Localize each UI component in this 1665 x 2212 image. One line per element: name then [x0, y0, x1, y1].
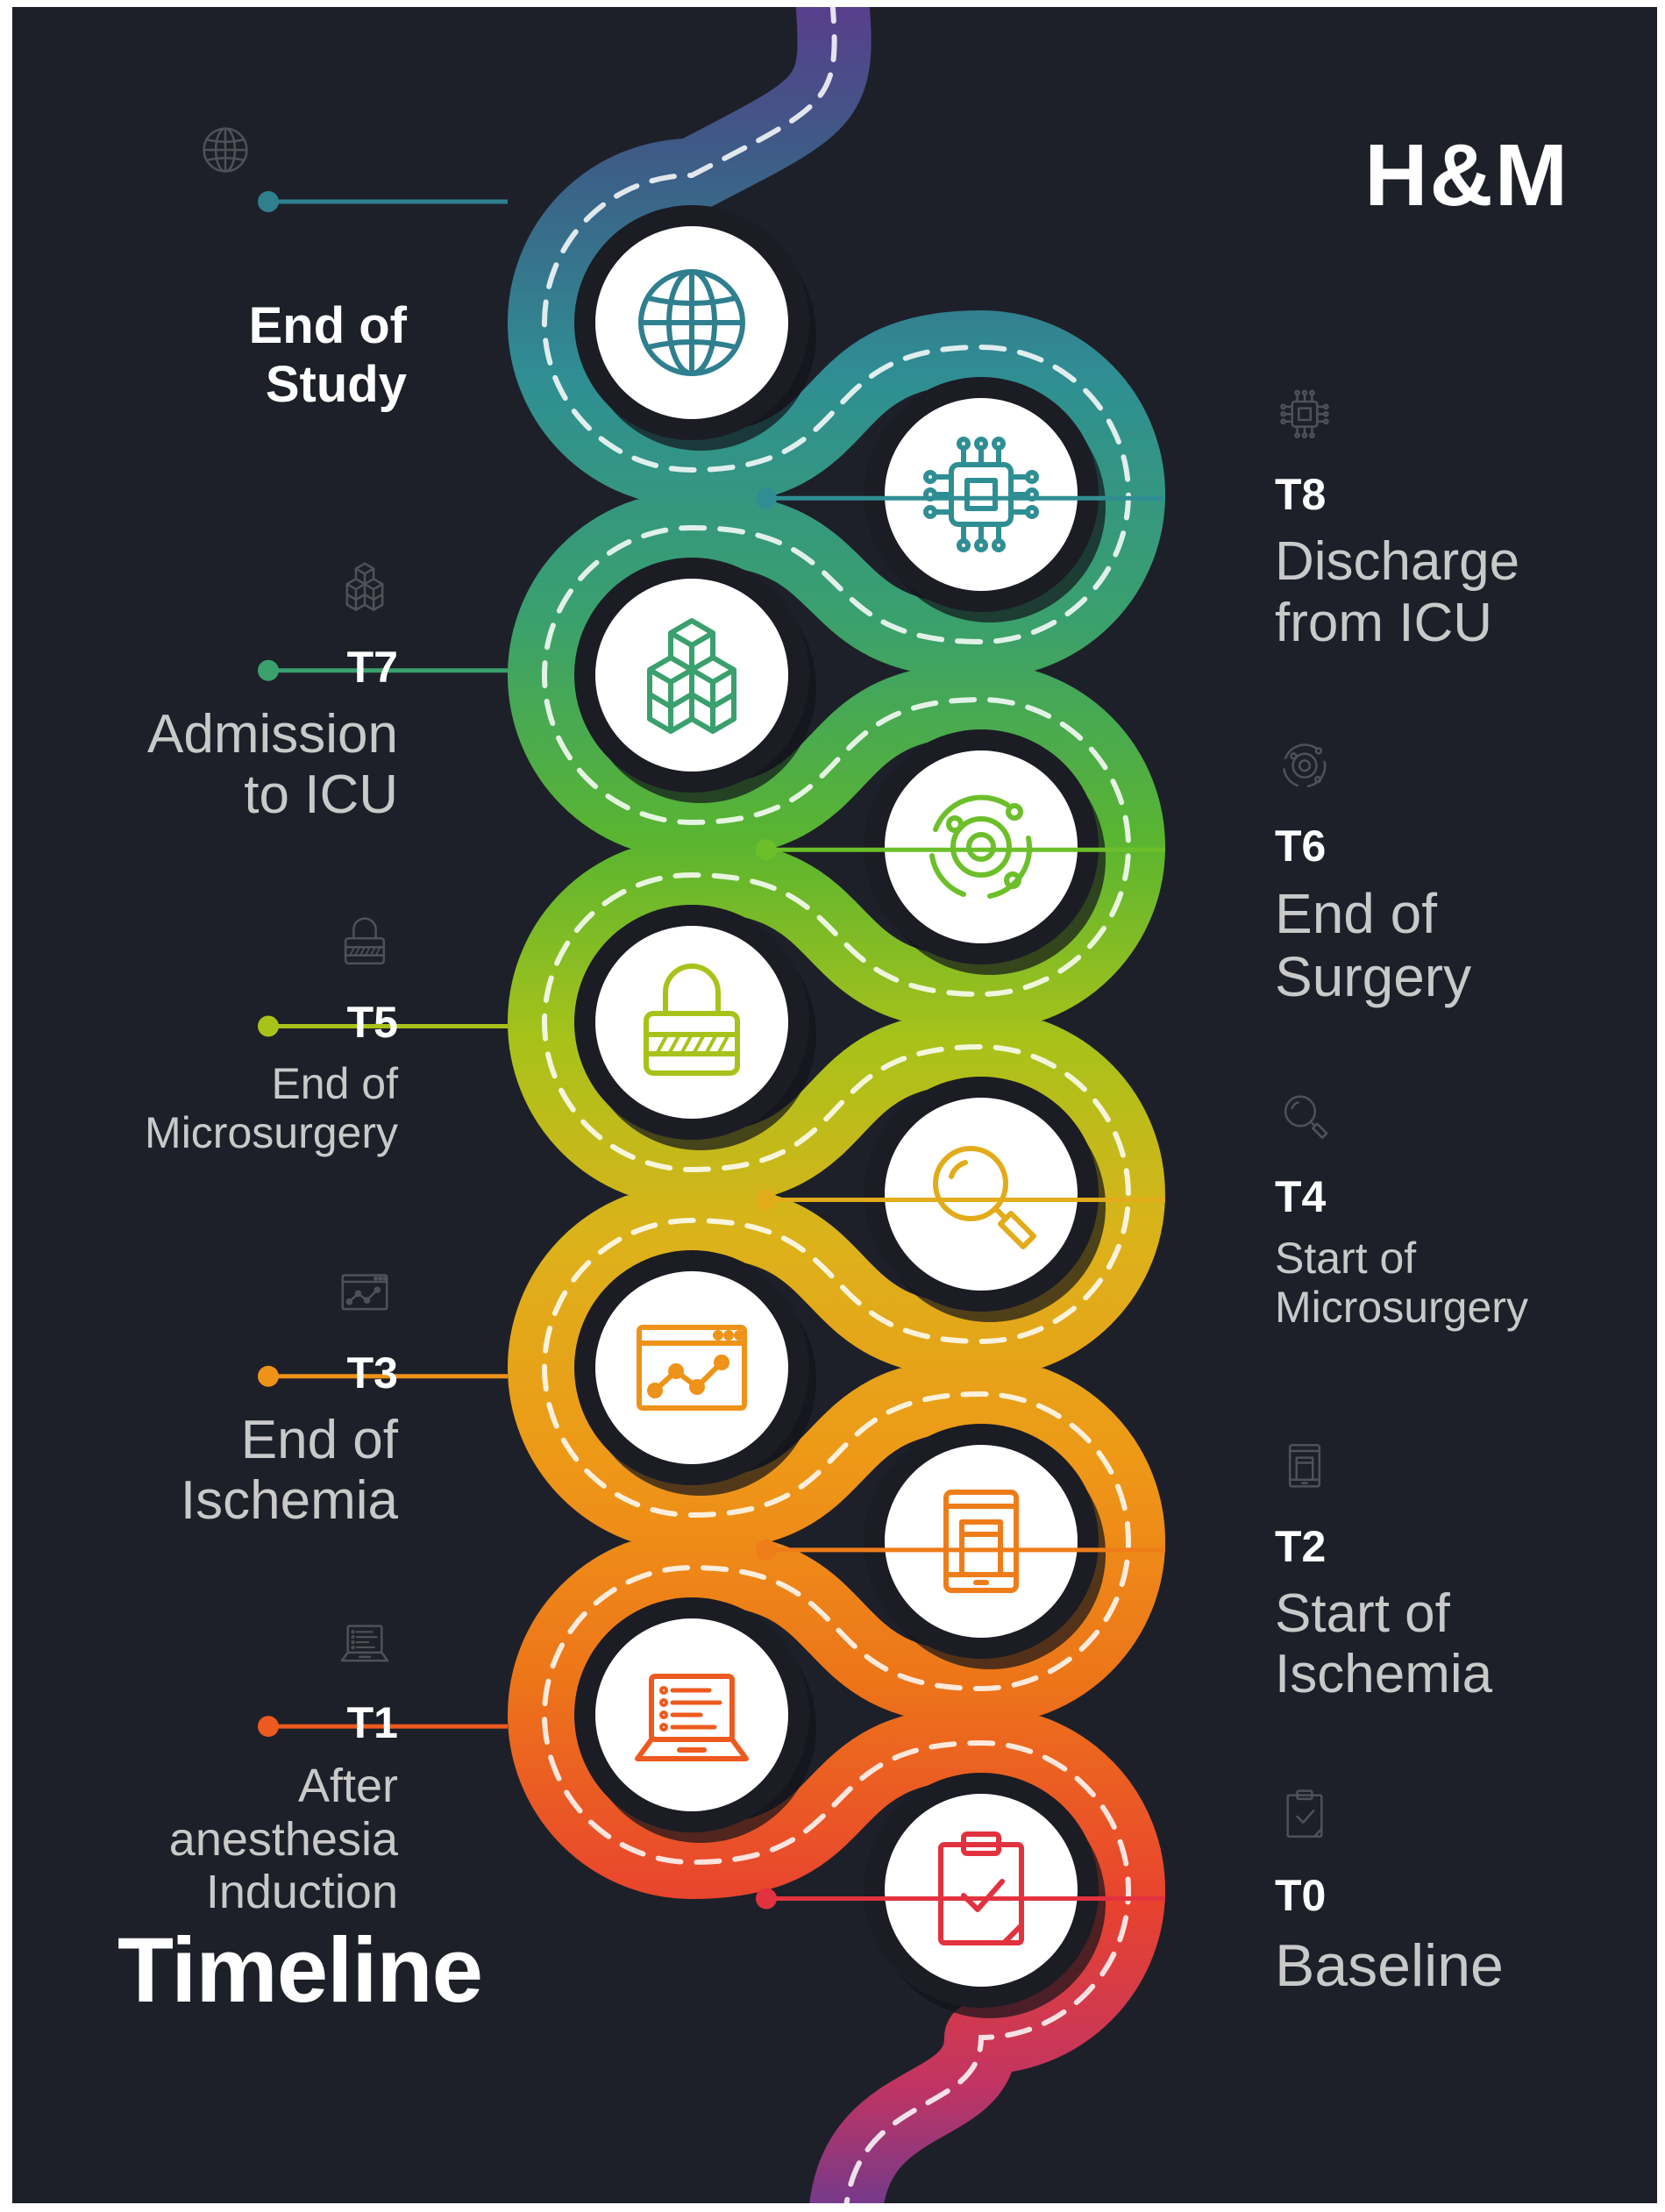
clipboard-icon [938, 1831, 1024, 1945]
orbit-icon [929, 794, 1033, 899]
ghost-orbit-icon [1283, 743, 1327, 787]
milestone-code: T0 [1275, 1870, 1327, 1920]
tablet-icon [943, 1490, 1019, 1593]
ghost-cubes-icon [345, 562, 384, 611]
ghost-laptop-icon [340, 1625, 389, 1662]
milestone-t4-dot [756, 1189, 777, 1211]
ghost-clipboard-icon [1286, 1789, 1323, 1838]
laptop-icon [635, 1674, 749, 1761]
milestone-t0: T0 Baseline [1275, 1871, 1626, 1999]
milestone-t1-dot [258, 1716, 279, 1738]
milestone-description: Start of Ischemia [1275, 1583, 1493, 1705]
milestone-t3: T3 End of Ischemia [65, 1348, 398, 1532]
milestone-t8-dot [756, 487, 777, 509]
road-dashes [542, 7, 1131, 2203]
ghost-magnifier-icon [1284, 1095, 1328, 1139]
milestone-code: T5 [346, 998, 398, 1048]
milestone-description: End of Microsurgery [145, 1059, 398, 1158]
milestone-code: T6 [1275, 821, 1327, 871]
ghost-globe-icon [203, 127, 248, 173]
milestone-t7-dot [258, 659, 279, 681]
milestone-t2: T2 Start of Ischemia [1275, 1522, 1626, 1705]
milestone-code: T7 [346, 642, 398, 692]
globe-icon [638, 269, 745, 376]
milestone-description: End of Ischemia [180, 1409, 398, 1532]
clipboard-node [885, 1794, 1078, 1987]
ghost-tablet-icon [1288, 1444, 1321, 1488]
milestone-t8: T8 Discharge from ICU [1275, 470, 1626, 653]
cubes-icon [647, 618, 736, 734]
milestone-t5-dot [258, 1015, 279, 1037]
ghost-lock-icon [344, 917, 386, 965]
milestone-code: T1 [346, 1698, 398, 1748]
milestone-description: Admission to ICU [147, 703, 398, 826]
timeline-road [203, 7, 1329, 2203]
milestone-t3-dot [258, 1365, 279, 1387]
milestone-description: End of Surgery [1275, 882, 1472, 1008]
chart-window-node [595, 1271, 788, 1464]
milestone-code: T3 [346, 1348, 398, 1398]
milestone-description: After anesthesia Induction [168, 1760, 398, 1919]
cpu-chip-node [885, 398, 1078, 591]
milestone-description: Start of Microsurgery [1275, 1233, 1528, 1332]
milestone-code: T8 [1275, 470, 1327, 520]
milestone-description: Discharge from ICU [1275, 531, 1520, 653]
timeline-title: Timeline [117, 1919, 483, 2022]
milestone-t4: T4 Start of Microsurgery [1275, 1172, 1626, 1332]
cpu-chip-icon [923, 437, 1039, 552]
magnifier-icon [933, 1146, 1036, 1249]
milestone-t2-dot [756, 1539, 777, 1561]
milestone-t7: T7 Admission to ICU [65, 643, 398, 826]
lock-node [595, 926, 788, 1119]
milestone-t6: T6 End of Surgery [1275, 821, 1626, 1008]
tablet-node [885, 1445, 1078, 1638]
milestone-t1: T1 After anesthesia Induction [65, 1698, 398, 1918]
ghost-chart-window-icon [341, 1274, 388, 1311]
milestone-code: T4 [1275, 1171, 1327, 1221]
end-of-study-label: End of Study [248, 297, 407, 414]
milestone-description: Baseline [1275, 1931, 1504, 1999]
milestone-t6-dot [756, 839, 777, 861]
milestone-t5: T5 End of Microsurgery [65, 998, 398, 1157]
milestone-t0-dot [756, 1888, 777, 1910]
orbit-node [885, 750, 1078, 943]
magnifier-node [885, 1098, 1078, 1291]
ghost-cpu-chip-icon [1280, 389, 1329, 439]
diagram-panel: H&M End of Study Timeline T8 Discharge fr… [12, 7, 1657, 2203]
milestone-code: T2 [1275, 1521, 1327, 1571]
end-of-study-dot [258, 191, 279, 212]
lock-icon [644, 964, 740, 1076]
brand-logo: H&M [1364, 126, 1569, 224]
chart-window-icon [637, 1325, 747, 1411]
